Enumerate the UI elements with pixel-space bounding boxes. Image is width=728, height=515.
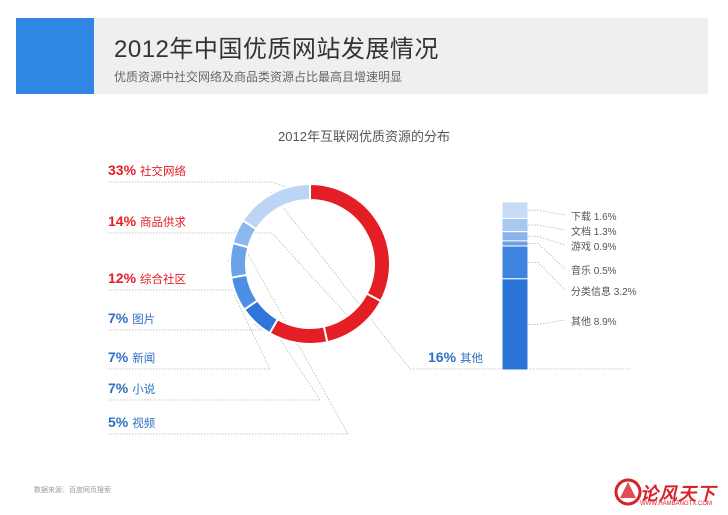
breakdown-segment [501, 240, 529, 247]
donut-slice [241, 182, 311, 231]
breakdown-leader [528, 319, 566, 325]
donut-slice [229, 241, 250, 279]
breakdown-label: 分类信息 3.2% [571, 287, 637, 298]
leader-line [108, 232, 361, 330]
breakdown-segment [501, 231, 529, 242]
slice-label: 14% 商品供求 [108, 213, 186, 231]
breakdown-label: 其他 8.9% [571, 317, 617, 328]
breakdown-segment [501, 201, 529, 219]
breakdown-segment [501, 278, 529, 371]
slice-name: 综合社区 [140, 274, 187, 286]
breakdown-leader [528, 243, 566, 270]
breakdown-segment [501, 217, 529, 233]
slice-name: 新闻 [132, 353, 156, 365]
slice-percent: 14% [108, 213, 137, 229]
breakdown-leader [528, 209, 566, 216]
header-band [16, 18, 708, 94]
slice-name: 视频 [132, 418, 156, 430]
header-accent-block [16, 18, 94, 94]
slice-name: 商品供求 [140, 217, 187, 229]
slice-label: 7% 图片 [108, 310, 155, 328]
watermark-url: WWW.HAMBANGTX.COM [640, 501, 712, 507]
slice-label: 7% 小说 [108, 380, 155, 398]
leader-line [108, 294, 271, 370]
chart-title: 2012年互联网优质资源的分布 [278, 129, 450, 144]
breakdown-label: 游戏 0.9% [571, 242, 617, 253]
slice-percent: 7% [108, 310, 129, 326]
source-note: 数据来源：百度网页搜索 [34, 487, 111, 494]
leader-line [108, 230, 349, 435]
slice-percent: 5% [108, 414, 129, 430]
slice-label: 7% 新闻 [108, 349, 155, 367]
breakdown-leader [528, 235, 566, 246]
slice-label: 33% 社交网络 [108, 162, 186, 180]
watermark-text: 论风天下 [640, 484, 716, 504]
leader-line [270, 191, 630, 370]
breakdown-leader [528, 262, 566, 291]
breakdown-label: 下载 1.6% [571, 212, 617, 223]
donut-slice [309, 182, 391, 303]
breakdown-label: 音乐 0.5% [571, 266, 617, 277]
watermark-logo [614, 478, 642, 506]
breakdown-leader [528, 224, 566, 231]
slice-label: 5% 视频 [108, 414, 155, 432]
breakdown-stacked-bar [501, 201, 566, 371]
page-title: 2012年中国优质网站发展情况 [114, 36, 439, 63]
slice-name: 图片 [132, 314, 156, 326]
slice-name: 小说 [132, 384, 156, 396]
donut-slice [322, 292, 383, 344]
donut-chart [229, 182, 391, 345]
slice-name: 其他 [460, 353, 484, 365]
leader-line [108, 323, 264, 331]
page-subtitle: 优质资源中社交网络及商品类资源占比最高且增速明显 [114, 70, 403, 84]
breakdown-segment [501, 245, 529, 280]
slice-percent: 16% [428, 349, 457, 365]
slice-label: 16% 其他 [428, 349, 483, 367]
donut-slice [268, 317, 329, 345]
slice-percent: 12% [108, 270, 137, 286]
slice-percent: 7% [108, 349, 129, 365]
donut-slice [230, 273, 259, 311]
breakdown-label: 文档 1.3% [571, 227, 617, 238]
slice-percent: 33% [108, 162, 137, 178]
slice-label: 12% 综合社区 [108, 270, 186, 288]
slice-percent: 7% [108, 380, 129, 396]
slice-name: 社交网络 [140, 166, 187, 178]
